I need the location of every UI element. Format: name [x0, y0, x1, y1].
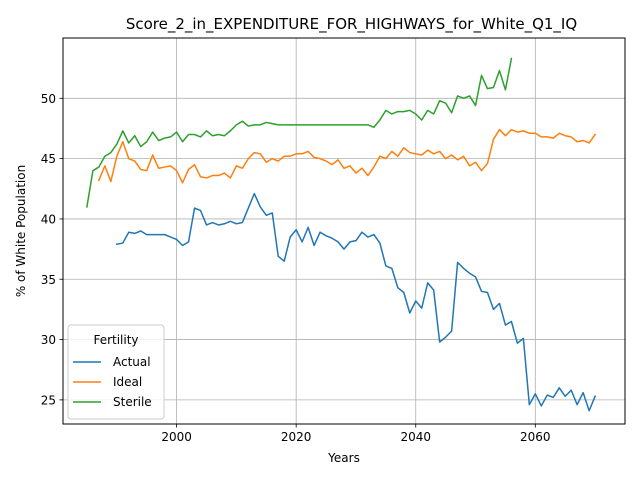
series-line-ideal: [97, 128, 597, 184]
x-tick-label: 2000: [161, 430, 192, 444]
legend-entries: Actual Ideal Sterile: [73, 355, 152, 409]
y-axis-label: % of White Population: [14, 165, 28, 297]
legend-box: [67, 324, 165, 420]
legend-label: Actual: [113, 355, 151, 369]
legend-label: Ideal: [113, 375, 142, 389]
x-tick-label: 2040: [400, 430, 431, 444]
x-tick-label: 2060: [520, 430, 551, 444]
y-tick-label: 45: [41, 152, 56, 166]
legend-entry-ideal: Ideal: [73, 375, 142, 389]
y-tick-label: 35: [41, 273, 56, 287]
chart-title: Score_2_in_EXPENDITURE_FOR_HIGHWAYS_for_…: [126, 15, 577, 34]
y-tick-label: 25: [41, 393, 56, 407]
legend-title: Fertility: [93, 333, 138, 347]
axis-ticks: 2000 2020 2040 2060 25 30 35 40 45 50: [41, 92, 551, 444]
series-line-sterile: [86, 57, 513, 208]
legend-entry-actual: Actual: [73, 355, 151, 369]
series-line-actual: [115, 192, 597, 412]
y-tick-label: 40: [41, 212, 56, 226]
series-lines: [86, 57, 597, 412]
legend: Fertility Actual Ideal Sterile: [67, 324, 165, 420]
plot-area-frame: [62, 37, 626, 425]
legend-label: Sterile: [113, 395, 152, 409]
y-tick-label: 30: [41, 333, 56, 347]
x-axis-label: Years: [327, 451, 360, 465]
y-tick-label: 50: [41, 92, 56, 106]
legend-entry-sterile: Sterile: [73, 395, 152, 409]
x-tick-label: 2020: [281, 430, 312, 444]
